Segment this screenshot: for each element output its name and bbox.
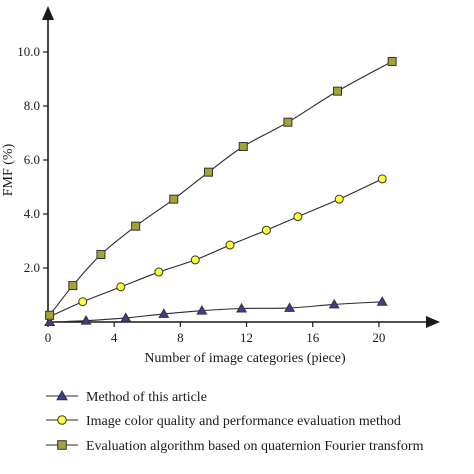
x-tick-label: 0 [45,330,52,345]
data-point-square [203,167,213,177]
data-point-circle [334,194,344,204]
data-point-circle [225,240,235,250]
data-point-circle [116,282,126,292]
data-point-triangle [80,315,92,325]
data-point-circle [154,267,164,277]
data-point-triangle [328,298,340,309]
legend-label: Method of this article [86,390,207,405]
legend-marker-triangle [56,390,68,401]
legend-item: Method of this article [46,390,207,405]
data-point-circle [293,212,303,222]
x-tick-label: 20 [372,330,385,345]
chart-axes [42,6,440,328]
legend-label: Evaluation algorithm based on quaternion… [86,439,424,454]
y-axis-title: FMF (%) [1,143,16,196]
data-point-triangle [120,312,132,322]
legend-item: Evaluation algorithm based on quaternion… [46,439,424,454]
data-point-square [169,194,179,204]
data-point-square [283,117,293,127]
data-point-circle [377,174,387,184]
series-line [49,60,393,316]
x-axis-title: Number of image categories (piece) [144,351,346,366]
data-point-square [238,142,248,151]
series-circle [45,174,387,322]
y-tick-label: 10.0 [17,44,40,59]
data-point-triangle [284,302,296,312]
x-tick-label: 8 [177,330,184,345]
y-tick-label: 2.0 [24,260,40,275]
y-tick-label: 6.0 [24,152,40,167]
x-axis-arrow [426,316,440,328]
data-point-square [45,310,55,320]
chart-series [44,56,397,326]
data-point-square [68,281,78,291]
legend-marker-square [57,440,67,450]
data-point-square [333,86,343,96]
data-point-triangle [196,305,208,315]
x-tick-label: 16 [306,330,320,345]
data-point-triangle [44,316,56,326]
legend-label: Image color quality and performance eval… [86,414,401,429]
chart-legend: Method of this article Image color qualit… [46,390,424,454]
data-point-square [387,56,397,66]
chart-ticks: 0 4 8 12 16 20 2.0 4.0 6.0 8.0 10.0 [17,44,385,345]
x-tick-label: 4 [111,330,118,345]
series-triangle [44,296,388,326]
data-point-circle [78,297,88,307]
y-tick-label: 8.0 [24,98,40,113]
x-tick-label: 12 [240,330,253,345]
legend-item: Image color quality and performance eval… [46,414,401,429]
data-point-square [96,250,106,259]
series-line [49,178,383,318]
data-point-triangle [376,296,388,306]
legend-marker-circle [57,415,67,425]
y-tick-label: 4.0 [24,206,40,221]
data-point-square [131,221,141,231]
series-square [45,56,397,320]
y-axis-arrow [42,6,54,20]
data-point-circle [261,225,271,235]
data-point-circle [190,255,200,265]
data-point-triangle [236,302,248,313]
data-point-triangle [158,308,170,318]
